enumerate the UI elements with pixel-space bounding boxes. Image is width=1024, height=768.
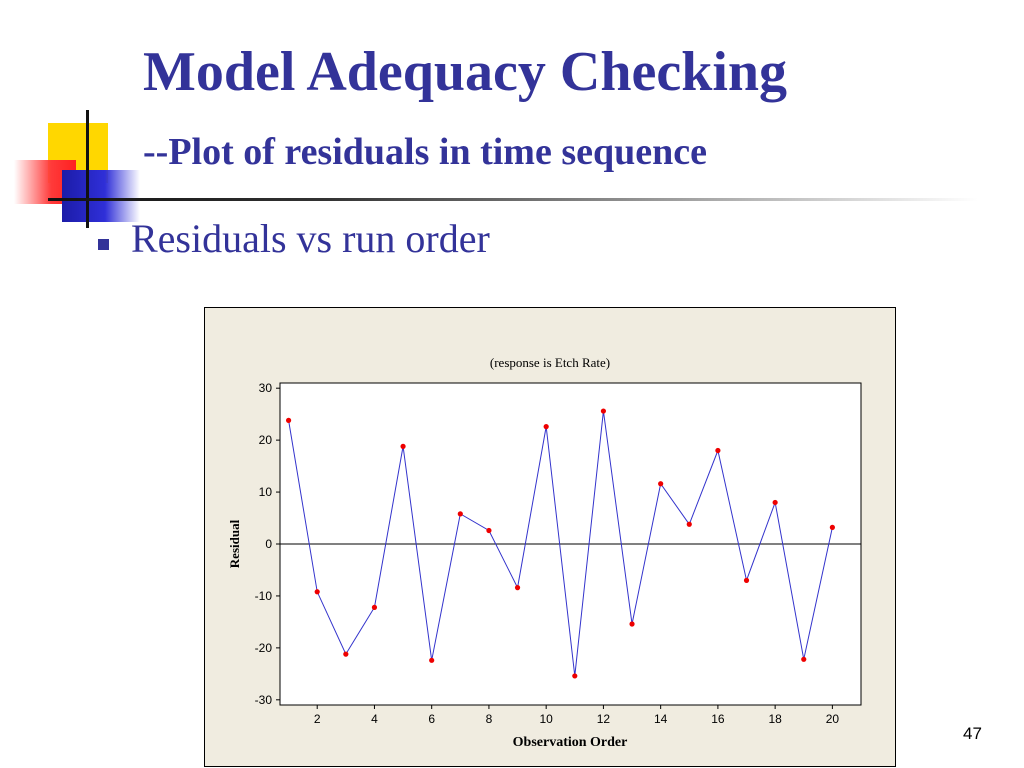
residual-point	[457, 511, 463, 517]
y-tick-label: 30	[259, 381, 273, 395]
residual-point	[543, 424, 549, 430]
decor-vertical-line	[86, 110, 89, 228]
residual-point	[658, 481, 664, 487]
residual-point	[429, 657, 435, 663]
bullet-square-icon	[98, 238, 109, 250]
slide-title: Model Adequacy Checking	[143, 41, 788, 103]
residual-point	[715, 447, 721, 454]
residual-point	[572, 673, 578, 679]
bullet-text: Residuals vs run order	[131, 216, 490, 261]
residual-point	[486, 527, 492, 534]
residual-point	[400, 443, 406, 449]
residual-point	[600, 408, 607, 414]
x-tick-label: 8	[486, 712, 493, 726]
decor-blue-square	[62, 170, 140, 222]
residual-point	[772, 499, 778, 506]
y-tick-label: 10	[259, 485, 273, 499]
y-tick-label: -10	[255, 589, 273, 603]
y-tick-label: 0	[265, 537, 272, 551]
y-tick-label: -20	[255, 641, 273, 655]
residual-point	[314, 589, 320, 595]
x-tick-label: 14	[654, 712, 668, 726]
subtitle-text: Plot of residuals in time sequence	[168, 131, 707, 173]
decor-horizontal-line	[48, 198, 978, 201]
residual-point	[743, 577, 750, 583]
x-tick-label: 10	[539, 712, 553, 726]
x-tick-label: 20	[826, 712, 840, 726]
residual-point	[686, 521, 692, 527]
subtitle-dash: --	[143, 131, 169, 173]
x-tick-label: 6	[428, 712, 435, 726]
y-tick-label: 20	[259, 433, 273, 447]
x-tick-label: 4	[371, 712, 378, 726]
series-group	[285, 408, 835, 679]
axes-group: 30 20 10 0 -10 -20 -30 2 4 6 8 10 12 14 16 18 20	[255, 381, 861, 726]
bullet-item: Residuals vs run order	[98, 215, 490, 262]
x-tick-label: 16	[711, 712, 725, 726]
residual-point	[514, 585, 521, 591]
x-tick-label: 18	[768, 712, 782, 726]
x-axis-label: Observation Order	[513, 735, 628, 750]
y-axis-label: Residual	[227, 519, 242, 568]
residuals-chart: (response is Etch Rate) Residual Observa…	[204, 307, 896, 767]
residual-point	[285, 417, 292, 423]
slide-subtitle: --Plot of residuals in time sequence	[143, 130, 707, 174]
y-tick-label: -30	[255, 693, 273, 707]
residual-point	[801, 656, 807, 662]
residual-point	[629, 621, 635, 627]
residual-point	[343, 651, 349, 657]
residual-point	[829, 524, 835, 530]
x-tick-label: 12	[597, 712, 611, 726]
residual-point	[371, 604, 378, 610]
chart-title: (response is Etch Rate)	[490, 355, 610, 370]
residual-series-line	[288, 410, 833, 676]
slide-number: 47	[963, 724, 982, 743]
x-tick-label: 2	[314, 712, 321, 726]
